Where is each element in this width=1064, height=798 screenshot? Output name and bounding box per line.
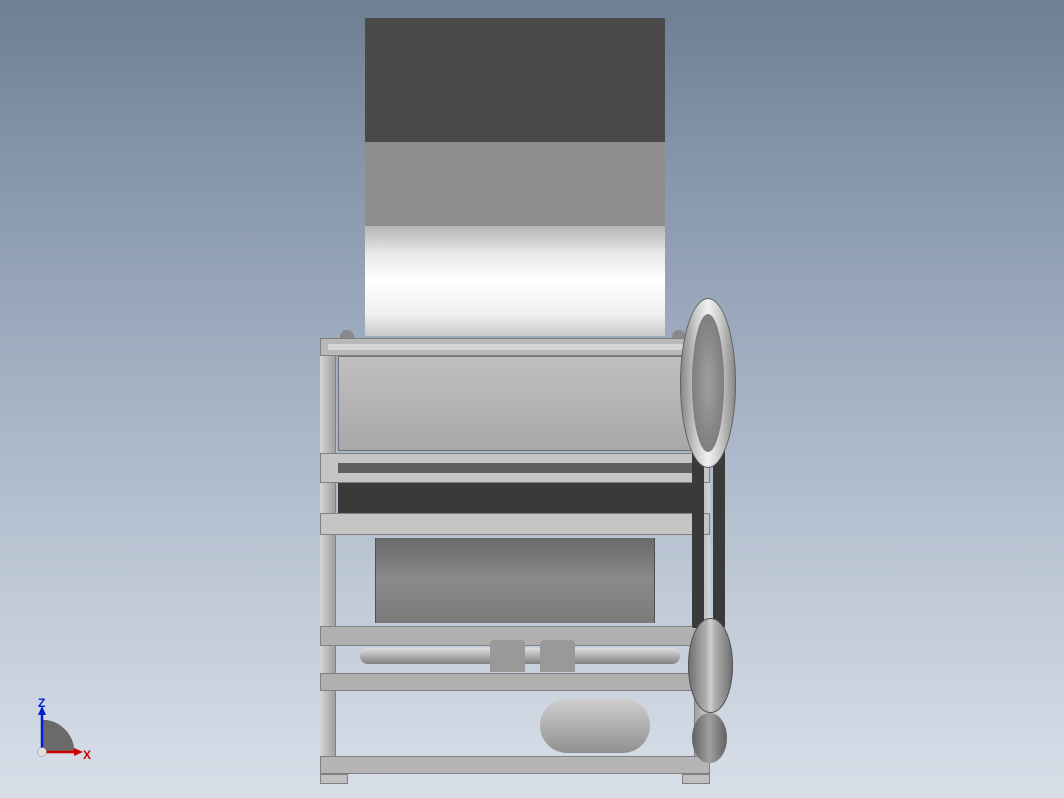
cross-beam-1-slot [338,463,692,473]
cad-viewport[interactable]: Z X [0,0,1064,798]
foot-left [320,774,348,784]
pulley-mid [688,618,733,713]
cross-beam-4 [320,673,710,691]
frame-post-left [320,356,336,774]
frame-top-inner [328,344,702,350]
coordinate-triad[interactable]: Z X [15,698,90,773]
hopper-mid-section [365,142,665,227]
base-beam [320,756,710,774]
pulley-bottom [692,713,727,763]
flywheel-large-face [692,314,724,452]
triad-svg [15,698,90,773]
z-axis-label: Z [38,696,45,710]
motor-cylinder [540,698,650,753]
model-assembly[interactable] [310,18,750,783]
triad-arc [42,720,74,752]
hopper-top-section [365,18,665,143]
foot-right [682,774,710,784]
dark-opening [338,483,692,513]
shaft-bearing-1 [490,640,525,672]
drive-belt-back [692,448,704,628]
mid-panel [375,538,655,623]
drive-belt-front [713,448,725,628]
upper-panel [338,356,692,451]
cross-beam-2 [320,513,710,535]
x-axis-arrow [74,748,83,756]
drum-cylinder [365,226,665,336]
triad-origin [38,748,47,757]
x-axis-label: X [83,748,91,762]
shaft-bearing-2 [540,640,575,672]
